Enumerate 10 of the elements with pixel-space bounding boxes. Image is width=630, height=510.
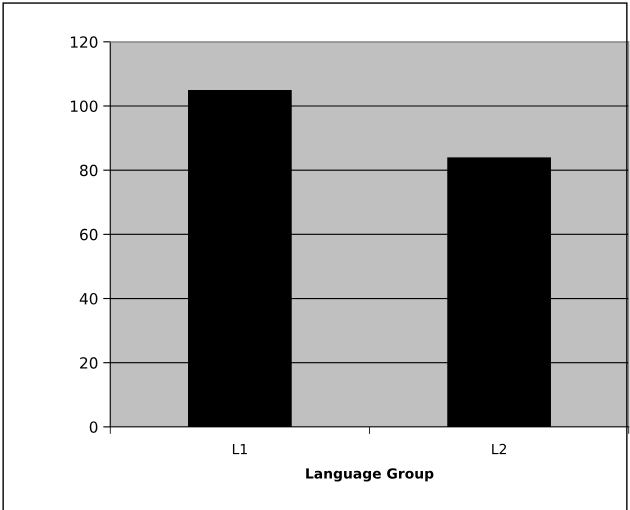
x-tick-label: L2 <box>492 444 506 454</box>
y-tick-label: 60 <box>80 228 98 240</box>
y-tick-label: 80 <box>80 164 98 176</box>
y-tick-label: 20 <box>80 357 98 369</box>
y-tick-label: 120 <box>70 36 98 48</box>
x-tick-label: L1 <box>232 444 247 454</box>
y-tick-label: 40 <box>80 292 98 305</box>
y-tick-label: 0 <box>90 421 98 433</box>
x-axis-title: Language Group <box>306 468 434 482</box>
y-tick-label: 100 <box>70 100 98 112</box>
